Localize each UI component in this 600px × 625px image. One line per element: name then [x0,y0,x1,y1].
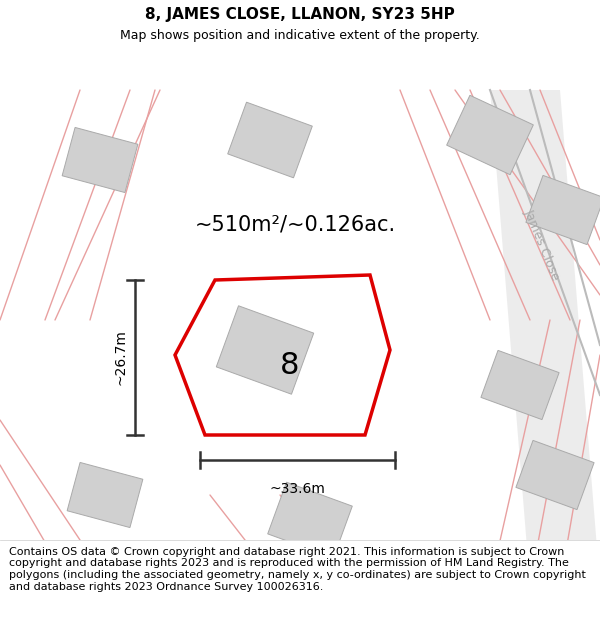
Polygon shape [526,176,600,244]
Polygon shape [62,127,138,192]
Text: ~510m²/~0.126ac.: ~510m²/~0.126ac. [195,215,396,235]
Polygon shape [216,306,314,394]
Polygon shape [67,462,143,528]
Polygon shape [516,441,594,509]
Text: James Close: James Close [522,208,562,282]
Text: 8, JAMES CLOSE, LLANON, SY23 5HP: 8, JAMES CLOSE, LLANON, SY23 5HP [145,7,455,22]
Text: ~26.7m: ~26.7m [114,329,128,386]
Polygon shape [481,351,559,419]
Polygon shape [446,95,533,175]
Text: 8: 8 [280,351,300,379]
Polygon shape [268,482,352,558]
Text: Map shows position and indicative extent of the property.: Map shows position and indicative extent… [120,29,480,42]
Polygon shape [490,90,600,585]
Polygon shape [228,102,312,178]
Text: ~33.6m: ~33.6m [269,482,325,496]
Text: Contains OS data © Crown copyright and database right 2021. This information is : Contains OS data © Crown copyright and d… [9,547,586,592]
